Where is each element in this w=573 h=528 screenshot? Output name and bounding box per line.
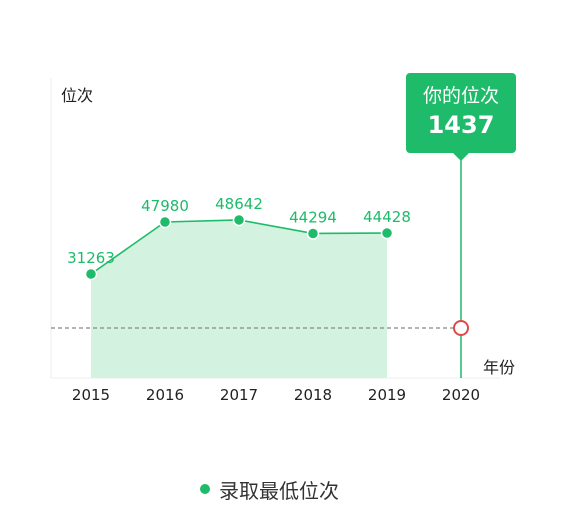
data-point-2019[interactable] — [380, 226, 394, 240]
x-tick-2019: 2019 — [368, 386, 406, 404]
series-area — [91, 219, 387, 378]
tooltip-arrow — [452, 152, 470, 161]
data-point-2015[interactable] — [84, 267, 98, 281]
your-rank-marker[interactable] — [453, 320, 469, 336]
tooltip-title: 你的位次 — [422, 85, 499, 107]
data-label-2017: 48642 — [215, 195, 263, 213]
data-point-2016[interactable] — [158, 215, 172, 229]
tooltip-value: 1437 — [427, 111, 495, 139]
data-label-2018: 44294 — [289, 208, 337, 226]
your-rank-tooltip: 你的位次 1437 — [406, 73, 516, 153]
data-label-2015: 31263 — [67, 249, 115, 267]
x-tick-2018: 2018 — [294, 386, 332, 404]
data-point-2017[interactable] — [232, 213, 246, 227]
data-label-2016: 47980 — [141, 197, 189, 215]
data-label-2019: 44428 — [363, 208, 411, 226]
x-axis-title: 年份 — [483, 358, 516, 377]
x-tick-2017: 2017 — [220, 386, 258, 404]
x-tick-2015: 2015 — [72, 386, 110, 404]
data-point-2018[interactable] — [306, 227, 320, 240]
legend-label: 录取最低位次 — [219, 478, 339, 503]
x-tick-2016: 2016 — [146, 386, 184, 404]
y-axis-title: 位次 — [61, 86, 94, 105]
legend-marker — [200, 484, 210, 494]
x-tick-2020: 2020 — [442, 386, 480, 404]
chart-legend[interactable]: 录取最低位次 — [200, 475, 339, 503]
